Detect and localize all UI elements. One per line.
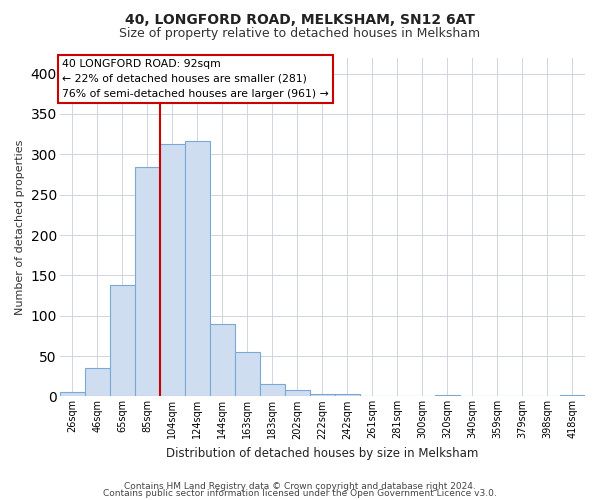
Y-axis label: Number of detached properties: Number of detached properties <box>15 140 25 314</box>
Bar <box>135 167 160 396</box>
Bar <box>560 395 585 396</box>
Bar <box>335 394 360 396</box>
Bar <box>285 390 310 396</box>
Bar <box>310 394 335 396</box>
Text: Contains public sector information licensed under the Open Government Licence v3: Contains public sector information licen… <box>103 490 497 498</box>
Bar <box>435 395 460 396</box>
Bar <box>160 144 185 397</box>
Bar <box>235 352 260 397</box>
Bar <box>210 324 235 396</box>
Bar <box>85 368 110 396</box>
Bar <box>260 384 285 396</box>
Text: Size of property relative to detached houses in Melksham: Size of property relative to detached ho… <box>119 28 481 40</box>
Text: 40, LONGFORD ROAD, MELKSHAM, SN12 6AT: 40, LONGFORD ROAD, MELKSHAM, SN12 6AT <box>125 12 475 26</box>
Bar <box>185 140 210 396</box>
Bar <box>60 392 85 396</box>
Text: 40 LONGFORD ROAD: 92sqm
← 22% of detached houses are smaller (281)
76% of semi-d: 40 LONGFORD ROAD: 92sqm ← 22% of detache… <box>62 59 329 98</box>
Bar <box>110 285 135 397</box>
X-axis label: Distribution of detached houses by size in Melksham: Distribution of detached houses by size … <box>166 447 479 460</box>
Text: Contains HM Land Registry data © Crown copyright and database right 2024.: Contains HM Land Registry data © Crown c… <box>124 482 476 491</box>
